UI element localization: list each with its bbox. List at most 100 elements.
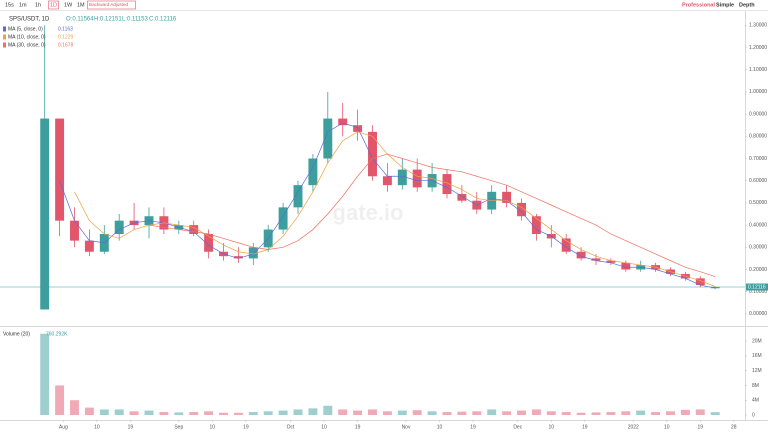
volume-bar bbox=[129, 411, 139, 415]
volume-bar bbox=[159, 412, 169, 415]
candle-body bbox=[233, 256, 243, 259]
volume-bar bbox=[55, 385, 65, 415]
interval-button[interactable]: 15s bbox=[5, 2, 14, 8]
y-tick-label: 0.50000 bbox=[749, 200, 767, 206]
candle-body bbox=[308, 158, 318, 186]
candle-body bbox=[591, 258, 601, 261]
volume-bar bbox=[710, 412, 720, 415]
x-tick-label: 10 bbox=[437, 424, 443, 430]
volume-bar bbox=[680, 409, 690, 415]
volume-y-tick-label: 0 bbox=[752, 412, 755, 418]
volume-y-tick-label: 20M bbox=[752, 338, 762, 344]
volume-bar bbox=[517, 410, 526, 415]
volume-bar bbox=[219, 412, 228, 415]
volume-bar bbox=[442, 412, 452, 415]
x-tick-label: 10 bbox=[210, 424, 216, 430]
adjust-box bbox=[87, 0, 136, 10]
candle-body bbox=[621, 262, 631, 270]
volume-bar bbox=[382, 411, 392, 415]
volume-bar bbox=[263, 411, 273, 415]
volume-bar bbox=[427, 411, 437, 415]
volume-bar bbox=[695, 409, 705, 415]
candle-body bbox=[189, 225, 199, 234]
candle-body bbox=[531, 216, 541, 234]
mode-tab[interactable]: Professional bbox=[682, 2, 715, 8]
volume-bar bbox=[323, 405, 333, 415]
volume-bar bbox=[99, 409, 109, 415]
x-tick-label: 19 bbox=[128, 424, 134, 430]
volume-bar bbox=[70, 400, 79, 415]
y-tick-label: 0.00000 bbox=[749, 311, 767, 317]
y-tick-label: 1.30000 bbox=[749, 23, 767, 29]
volume-bar bbox=[621, 411, 631, 415]
x-tick-label: 10 bbox=[321, 424, 327, 430]
volume-bar bbox=[606, 412, 616, 415]
candle-body bbox=[55, 118, 65, 221]
candle-body bbox=[248, 247, 258, 259]
volume-bar bbox=[338, 409, 348, 415]
ma-legend-name: MA (5, close, 0) bbox=[8, 26, 43, 32]
interval-button[interactable]: 1D bbox=[50, 2, 57, 8]
ohlc-label: L:0.11153 bbox=[122, 17, 148, 23]
x-tick-label: 10 bbox=[94, 424, 100, 430]
candle-body bbox=[114, 220, 124, 234]
volume-bar bbox=[397, 410, 407, 415]
x-tick-label: 19 bbox=[243, 424, 249, 430]
volume-bar bbox=[531, 409, 541, 415]
adjust-dropdown[interactable]: Backward Adjusted bbox=[89, 2, 129, 7]
selected-interval-box bbox=[48, 0, 59, 10]
y-tick-label: 0.80000 bbox=[749, 134, 767, 140]
y-tick-label: 0.30000 bbox=[749, 245, 767, 251]
last-price-label: 0.12116 bbox=[748, 284, 766, 290]
y-tick-label: 1.00000 bbox=[749, 89, 767, 95]
volume-bar bbox=[472, 411, 482, 415]
candle-body bbox=[353, 125, 363, 132]
volume-bar bbox=[368, 409, 377, 415]
volume-bar bbox=[40, 333, 50, 415]
interval-button[interactable]: 1W bbox=[64, 2, 73, 8]
candle-body bbox=[561, 238, 571, 252]
x-tick-label: 19 bbox=[698, 424, 704, 430]
volume-bar bbox=[204, 411, 214, 415]
candle-body bbox=[517, 202, 526, 217]
volume-bar bbox=[293, 409, 303, 415]
candle-body bbox=[278, 207, 288, 230]
volume-bar bbox=[174, 412, 184, 415]
ma-legend-value: 0.1163 bbox=[58, 26, 73, 32]
volume-bar bbox=[248, 412, 258, 415]
last-price-box bbox=[746, 283, 768, 291]
volume-bar bbox=[233, 412, 243, 415]
volume-y-tick-label: 8M bbox=[752, 383, 759, 389]
legend-swatch bbox=[3, 42, 6, 48]
y-tick-label: 0.70000 bbox=[749, 156, 767, 162]
mode-tab[interactable]: Depth bbox=[739, 2, 755, 8]
volume-y-tick-label: 4M bbox=[752, 398, 759, 404]
x-tick-label: 19 bbox=[355, 424, 361, 430]
candle-body bbox=[606, 260, 616, 263]
x-tick-label: Oct bbox=[287, 424, 295, 430]
candle-body bbox=[457, 194, 467, 201]
volume-bar bbox=[561, 412, 571, 415]
symbol-title: SPS/USDT, 1D bbox=[9, 17, 50, 23]
volume-bar bbox=[144, 410, 154, 415]
candle-body bbox=[382, 176, 392, 186]
x-tick-label: 19 bbox=[470, 424, 476, 430]
x-tick-label: Nov bbox=[402, 424, 411, 430]
interval-button[interactable]: 1h bbox=[35, 2, 41, 8]
mode-tab[interactable]: Simple bbox=[716, 2, 734, 8]
volume-bar bbox=[114, 409, 124, 415]
volume-bar bbox=[457, 411, 467, 415]
y-tick-label: 1.10000 bbox=[749, 67, 767, 73]
y-tick-label: 0.90000 bbox=[749, 111, 767, 117]
candle-body bbox=[368, 131, 377, 177]
volume-bar bbox=[189, 412, 199, 415]
interval-button[interactable]: 1m bbox=[19, 2, 27, 8]
volume-bar bbox=[308, 408, 318, 415]
candle-body bbox=[84, 240, 94, 252]
interval-button[interactable]: 1M bbox=[77, 2, 85, 8]
candle-body bbox=[710, 287, 720, 289]
ma-line bbox=[148, 153, 716, 277]
ohlc-label: C:0.12116 bbox=[149, 17, 177, 23]
